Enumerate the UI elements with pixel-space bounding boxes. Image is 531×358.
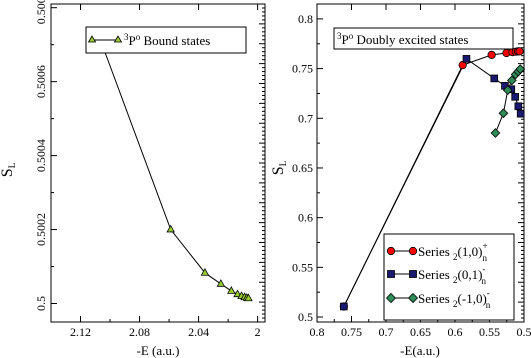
left-y-tick-label: 0.5002 bbox=[34, 213, 48, 246]
right-series-1-point bbox=[515, 47, 524, 56]
left-y-tick-label: 0.5008 bbox=[34, 0, 48, 24]
right-x-tick-label: 0.55 bbox=[479, 325, 500, 339]
right-legend-box bbox=[383, 233, 515, 321]
right-legend: Series 2(1,0)+ n Series 2(0,1)-n Series 2… bbox=[383, 233, 515, 321]
right-y-tick-label: 0.65 bbox=[292, 161, 313, 175]
right-title-box: 3Po Doubly excited states bbox=[333, 27, 514, 50]
left-y-tick-label: 0.5006 bbox=[34, 65, 48, 98]
right-title-text: 3Po Doubly excited states bbox=[337, 31, 468, 47]
right-series-2-point bbox=[462, 55, 471, 63]
right-x-tick-label: 0.8 bbox=[310, 325, 325, 339]
right-x-tick-label: 0.65 bbox=[410, 325, 431, 339]
left-x-tick-label: 2 bbox=[255, 325, 261, 339]
left-legend-marker bbox=[87, 35, 97, 43]
left-x-tick-label: 2.08 bbox=[129, 325, 150, 339]
right-series-3-point bbox=[502, 85, 513, 96]
legend-label-series-1: Series 2(1,0)+ n bbox=[418, 241, 488, 263]
left-y-tick-label: 0.5004 bbox=[34, 139, 48, 172]
right-y-tick-label: 0.55 bbox=[292, 260, 313, 274]
right-y-tick-label: 0.8 bbox=[298, 12, 313, 26]
right-x-tick-label: 0.5 bbox=[517, 325, 531, 339]
left-x-tick-label: 2.04 bbox=[188, 325, 209, 339]
left-legend-marker bbox=[113, 35, 123, 43]
right-series-2-point bbox=[514, 102, 523, 111]
left-series-1-point bbox=[216, 279, 226, 287]
left-legend-label: 3Po Bound states bbox=[124, 32, 210, 48]
right-title-frame bbox=[333, 27, 514, 50]
right-series-2-point bbox=[490, 74, 499, 83]
left-panel: 2.12 2.08 2.04 2 0.5 0.5002 0.5004 0.5006 0.5008… bbox=[0, 0, 266, 358]
right-series-1-point bbox=[487, 50, 496, 59]
right-x-tick-label: 0.7 bbox=[379, 325, 394, 339]
legend-marker-series-3 bbox=[407, 292, 419, 304]
right-y-tick-label: 0.7 bbox=[298, 111, 313, 125]
legend-marker-series-1 bbox=[386, 246, 396, 256]
right-y-tick-label: 0.5 bbox=[298, 310, 313, 324]
left-x-axis-label: -E (a.u.) bbox=[137, 343, 180, 358]
right-series-2-point bbox=[511, 93, 519, 101]
legend-marker-series-2 bbox=[409, 270, 417, 278]
right-x-tick-label: 0.6 bbox=[448, 325, 463, 339]
right-panel: 0.8 0.75 0.7 0.65 0.6 0.55 0.5 0.5 0.55 0.6 0.65 0.… bbox=[270, 3, 531, 358]
legend-marker-series-3 bbox=[385, 292, 397, 304]
right-series-2-point bbox=[340, 302, 348, 311]
right-series-3-point bbox=[515, 64, 526, 74]
left-series-1-point bbox=[233, 289, 242, 298]
left-legend: 3Po Bound states bbox=[85, 26, 247, 54]
right-series-3-point bbox=[490, 128, 501, 138]
right-series-2-point bbox=[516, 109, 525, 118]
left-plot-frame bbox=[50, 3, 266, 323]
legend-marker-series-2 bbox=[387, 270, 395, 278]
left-y-tick-label: 0.5 bbox=[34, 296, 48, 311]
legend-label-series-3: Series 2(-1,0)-n bbox=[418, 288, 491, 310]
left-y-axis-label: SL bbox=[0, 163, 17, 177]
right-x-axis-label: -E(a.u.) bbox=[400, 343, 440, 358]
left-series-1-point bbox=[166, 224, 175, 233]
left-series-1-point bbox=[227, 286, 236, 294]
right-series-3-point bbox=[506, 75, 517, 86]
right-y-tick-label: 0.6 bbox=[298, 211, 313, 225]
right-y-axis-label: SL bbox=[270, 161, 288, 175]
right-series-3-point bbox=[498, 108, 509, 119]
left-series-1-point bbox=[244, 293, 253, 302]
right-x-tick-label: 0.75 bbox=[341, 325, 362, 339]
legend-marker-series-1 bbox=[408, 246, 418, 256]
right-y-tick-label: 0.75 bbox=[292, 62, 313, 76]
legend-label-series-2: Series 2(0,1)-n bbox=[418, 264, 486, 286]
left-series-1-point bbox=[200, 268, 210, 276]
left-x-tick-label: 2.12 bbox=[70, 325, 91, 339]
